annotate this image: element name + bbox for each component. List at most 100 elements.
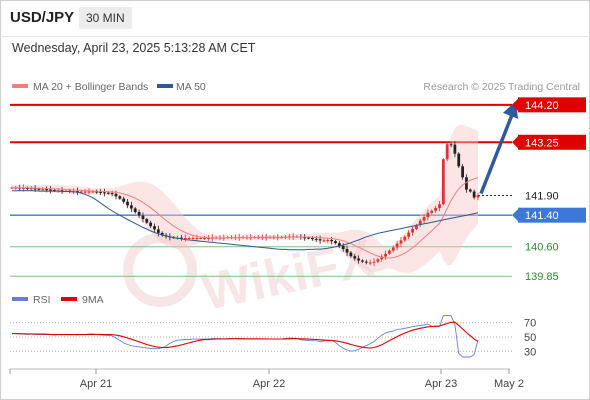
ma50-line — [12, 190, 479, 251]
level-label-text: 139.85 — [525, 271, 559, 283]
candle — [372, 258, 376, 266]
candle — [361, 259, 364, 263]
candle — [76, 187, 79, 196]
candle — [380, 254, 384, 262]
candle — [60, 187, 64, 194]
ma9-legend-label: 9MA — [82, 294, 104, 306]
ma50-swatch — [157, 84, 173, 88]
candle — [430, 209, 434, 215]
level-label-box — [518, 207, 586, 223]
candle — [357, 255, 361, 264]
candle — [468, 188, 472, 193]
target-arrow — [479, 100, 518, 195]
level-label-box — [518, 97, 586, 113]
symbol-label: USD/JPY — [10, 9, 75, 26]
candle — [414, 223, 418, 231]
level-label-140-60: 140.60 — [525, 242, 559, 254]
candle — [183, 234, 187, 242]
level-label-text: 140.60 — [525, 242, 559, 254]
candle — [388, 249, 391, 255]
candle — [368, 259, 372, 266]
ma50-legend-label: MA 50 — [176, 81, 206, 93]
level-label-text: 141.90 — [525, 190, 559, 202]
ma20-line — [12, 177, 479, 259]
candle — [449, 141, 453, 148]
bollinger-band-fill — [12, 124, 478, 274]
candle — [445, 142, 449, 162]
candle — [180, 234, 183, 241]
level-label-box — [518, 134, 586, 150]
candle — [465, 174, 468, 193]
candle — [83, 189, 87, 194]
rsi-legend-label: RSI — [33, 294, 51, 306]
candle — [99, 189, 102, 196]
target-arrow-shaft — [479, 114, 514, 195]
candle — [476, 192, 480, 201]
rsi-grid: 70 50 30 — [10, 318, 536, 358]
timeframe-selector[interactable]: 30 MIN — [79, 7, 132, 29]
candle — [391, 245, 395, 253]
candle — [133, 206, 137, 214]
candle — [149, 220, 153, 229]
candle — [395, 240, 399, 251]
rsi-lines — [12, 315, 479, 358]
x-tick-label: Apr 22 — [253, 378, 285, 390]
watermark-logo-icon — [123, 233, 197, 307]
rsi-legend: RSI 9MA — [12, 294, 104, 306]
candle — [322, 238, 326, 242]
ma20-swatch — [12, 84, 28, 88]
level-label-144-20: 144.20 — [512, 97, 586, 113]
candle — [187, 236, 191, 240]
candle — [349, 251, 353, 258]
candle — [87, 188, 91, 195]
x-axis: Apr 21 Apr 22 Apr 23 May 2 — [9, 369, 524, 390]
candle — [203, 236, 206, 240]
candle — [122, 196, 126, 204]
level-label-text: 144.20 — [525, 100, 559, 112]
candle — [137, 209, 141, 218]
candle — [461, 163, 464, 180]
candle — [141, 212, 145, 223]
candle — [334, 239, 337, 245]
candle — [345, 245, 349, 257]
rsi-tick-label: 50 — [524, 332, 536, 344]
rsi-ma9-line — [12, 321, 479, 349]
candle — [49, 186, 52, 194]
chart-header: USD/JPY 30 MIN — [0, 0, 588, 37]
datetime-label: Wednesday, April 23, 2025 5:13:28 AM CET — [12, 41, 256, 55]
x-tick-label: Apr 23 — [425, 378, 457, 390]
ma20-legend-label: MA 20 + Bollinger Bands — [33, 81, 148, 93]
candle — [160, 231, 164, 237]
level-label-139-85: 139.85 — [525, 271, 559, 283]
candle — [103, 188, 106, 197]
rsi-line — [12, 315, 479, 358]
candle — [407, 230, 411, 240]
candle — [191, 235, 195, 241]
candle — [438, 200, 441, 212]
bollinger-bands — [12, 124, 478, 274]
candle — [418, 218, 422, 227]
candle — [399, 236, 403, 248]
credit-label: Research © 2025 Trading Central — [423, 81, 580, 93]
candle — [337, 241, 341, 248]
candle — [118, 195, 122, 200]
candle — [95, 189, 99, 194]
candle — [126, 199, 129, 209]
candle — [434, 205, 438, 214]
legend: MA 20 + Bollinger Bands MA 50 Research ©… — [12, 81, 580, 93]
candle — [411, 225, 414, 236]
level-label-143-25: 143.25 — [512, 134, 586, 150]
candle — [129, 201, 133, 213]
candle — [376, 257, 380, 264]
rsi-tick-label: 30 — [524, 346, 536, 358]
candle — [453, 141, 457, 158]
candle — [403, 235, 407, 242]
level-label-141-40: 141.40 — [512, 207, 586, 223]
rsi-tick-label: 70 — [524, 318, 536, 330]
candle — [156, 225, 160, 237]
rsi-swatch — [12, 297, 28, 301]
candle — [441, 158, 445, 206]
level-label-text: 143.25 — [525, 137, 559, 149]
